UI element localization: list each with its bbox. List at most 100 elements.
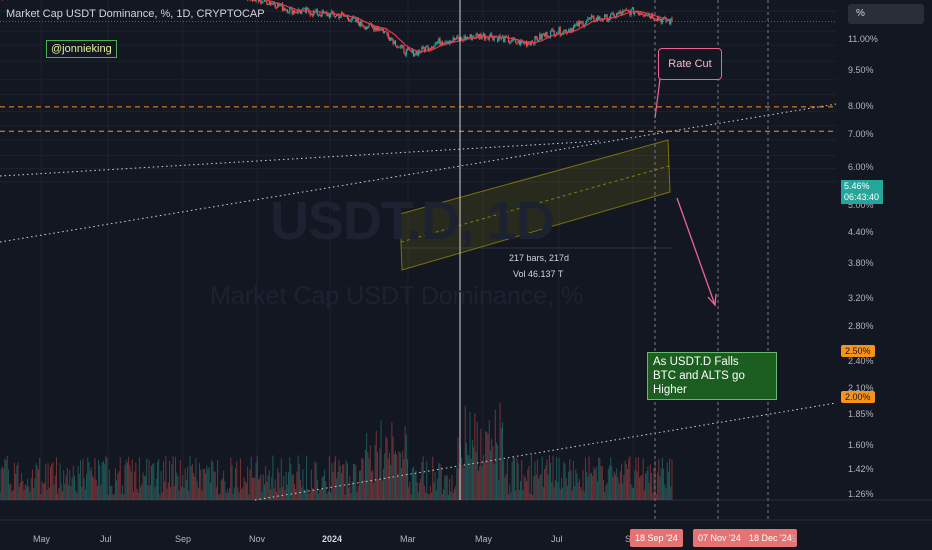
volume-bar xyxy=(367,452,369,500)
volume-bar xyxy=(403,459,405,500)
candle-body xyxy=(272,2,274,4)
candle-body xyxy=(440,42,442,45)
price-tick: 2.80% xyxy=(848,321,874,331)
volume-bar xyxy=(569,458,571,500)
volume-bar xyxy=(583,491,585,500)
candle-body xyxy=(637,12,639,15)
volume-bar xyxy=(45,464,47,500)
volume-bar xyxy=(589,473,591,500)
volume-bar xyxy=(625,464,627,500)
volume-bar xyxy=(469,412,471,500)
volume-bar xyxy=(158,459,160,500)
volume-bar xyxy=(542,487,544,500)
volume-bars xyxy=(0,402,673,500)
candle-body xyxy=(547,36,549,38)
candle-body xyxy=(398,46,400,48)
volume-bar xyxy=(59,463,61,500)
volume-bar xyxy=(302,469,304,500)
volume-bar xyxy=(338,460,340,500)
candle-body xyxy=(255,0,257,2)
volume-bar xyxy=(504,477,506,500)
volume-bar xyxy=(642,458,644,500)
volume-bar xyxy=(296,471,298,500)
candle-body xyxy=(510,41,512,43)
candle-body xyxy=(617,13,619,14)
volume-bar xyxy=(548,455,550,500)
symbol-title[interactable]: Market Cap USDT Dominance, %, 1D, CRYPTO… xyxy=(6,8,265,20)
volume-bar xyxy=(634,470,636,500)
candle-body xyxy=(541,34,543,39)
volume-bar xyxy=(303,489,305,500)
volume-bar xyxy=(535,474,537,500)
volume-bar xyxy=(148,459,150,500)
volume-bar xyxy=(506,458,508,500)
volume-bar xyxy=(98,459,100,500)
candle-body xyxy=(666,21,668,22)
candle-body xyxy=(427,46,429,51)
candle-body xyxy=(411,49,413,53)
volume-bar xyxy=(587,476,589,500)
candle-body xyxy=(622,10,624,15)
rate-cut-callout[interactable]: Rate Cut xyxy=(658,48,722,80)
time-highlight-badge: 07 Nov '24 xyxy=(693,529,746,547)
price-tick: 5.00% xyxy=(848,200,874,210)
volume-bar xyxy=(126,462,128,500)
volume-bar xyxy=(225,492,227,500)
volume-bar xyxy=(630,484,632,500)
volume-bar xyxy=(447,494,449,500)
volume-bar xyxy=(491,438,493,500)
candle-body xyxy=(382,29,385,34)
candle-body xyxy=(392,39,394,45)
volume-bar xyxy=(428,494,430,500)
volume-bar xyxy=(310,469,312,500)
candle-body xyxy=(296,12,298,14)
time-tick: Jul xyxy=(551,534,563,544)
volume-bar xyxy=(164,481,166,500)
resistance-trendline xyxy=(0,140,601,177)
volume-bar xyxy=(564,464,566,500)
candle-body xyxy=(328,13,330,18)
volume-bar xyxy=(598,457,600,500)
volume-bar xyxy=(131,459,133,500)
volume-bar xyxy=(602,480,604,500)
candle-body xyxy=(262,1,264,3)
volume-bar xyxy=(618,483,620,500)
volume-bar xyxy=(10,483,12,500)
volume-bar xyxy=(42,483,44,500)
falls-note[interactable]: As USDT.D Falls BTC and ALTS go Higher xyxy=(647,352,777,400)
volume-bar xyxy=(232,493,234,500)
volume-bar xyxy=(197,488,199,500)
candle-body xyxy=(446,41,448,44)
volume-bar xyxy=(652,493,654,500)
candle-body xyxy=(426,46,428,47)
volume-bar xyxy=(106,457,108,500)
volume-bar xyxy=(195,458,197,500)
candle-body xyxy=(404,53,406,56)
volume-bar xyxy=(242,487,244,500)
volume-bar xyxy=(384,453,386,500)
volume-bar xyxy=(590,472,592,500)
candle-body xyxy=(326,12,328,17)
volume-bar xyxy=(259,478,261,500)
volume-bar xyxy=(200,469,202,500)
candle-body xyxy=(253,0,255,1)
candle-body xyxy=(583,24,585,27)
candle-body xyxy=(527,42,529,46)
volume-bar xyxy=(71,477,73,500)
volume-bar xyxy=(376,452,378,500)
volume-bar xyxy=(481,465,483,500)
volume-bar xyxy=(58,487,60,500)
volume-bar xyxy=(349,476,351,500)
volume-bar xyxy=(331,463,333,500)
volume-bar xyxy=(295,489,297,500)
candle-body xyxy=(656,17,659,21)
candle-body xyxy=(564,29,566,31)
volume-bar xyxy=(396,454,398,500)
candle-body xyxy=(487,37,489,40)
percent-scale-button[interactable]: % xyxy=(848,4,924,24)
candle-body xyxy=(558,27,560,33)
volume-bar xyxy=(594,469,596,500)
candle-body xyxy=(560,34,563,36)
volume-bar xyxy=(385,436,387,500)
